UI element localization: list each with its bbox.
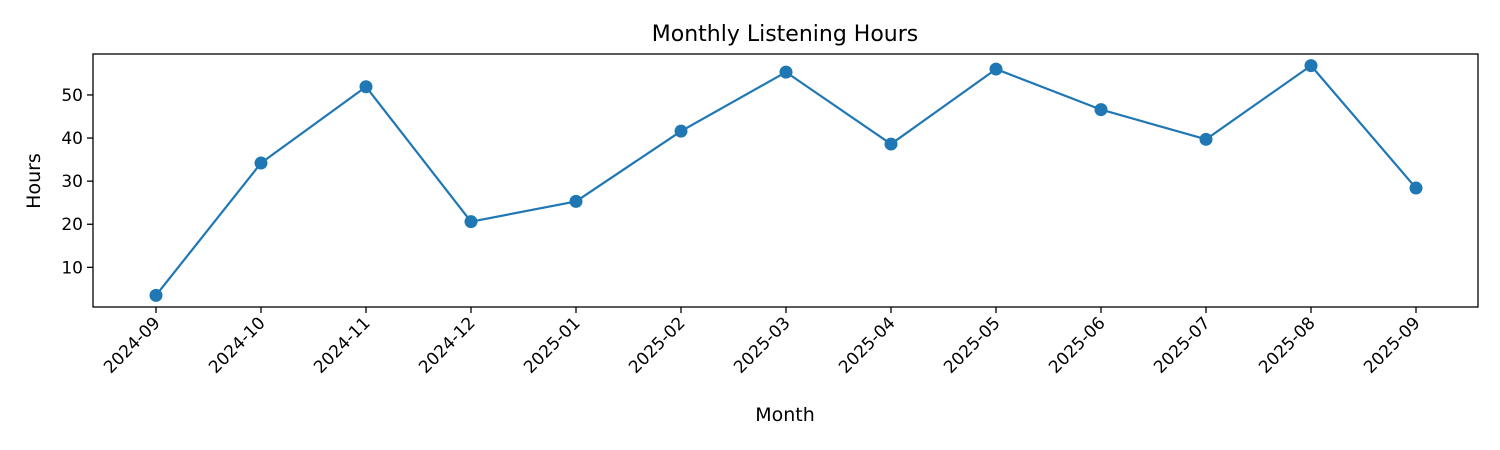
y-tick-label: 20 xyxy=(61,215,83,235)
x-axis-label: Month xyxy=(755,404,815,426)
x-tick-label: 2025-04 xyxy=(835,313,899,377)
series-layer xyxy=(149,59,1423,302)
data-point xyxy=(149,288,163,302)
data-point xyxy=(1094,103,1108,117)
data-point xyxy=(884,137,898,151)
y-tick-label: 40 xyxy=(61,129,83,149)
y-tick-label: 50 xyxy=(61,86,83,106)
data-point xyxy=(1304,59,1318,73)
x-tick-label: 2025-09 xyxy=(1360,313,1424,377)
series-line xyxy=(155,64,1417,297)
x-tick-label: 2025-06 xyxy=(1045,313,1109,377)
data-point xyxy=(1409,181,1423,195)
data-point xyxy=(254,156,268,170)
x-tick-label: 2025-02 xyxy=(625,313,689,377)
x-tick-label: 2024-11 xyxy=(310,313,374,377)
plot-area-frame xyxy=(92,53,1479,308)
y-axis-label: Hours xyxy=(23,153,45,209)
y-tick-label: 10 xyxy=(61,258,83,278)
data-point xyxy=(1199,132,1213,146)
x-axis: 2024-09 2024-10 2024-11 2024-12 2025-01 2025-… xyxy=(100,307,1425,378)
x-tick-label: 2024-09 xyxy=(100,313,164,377)
y-axis: 10 20 30 40 50 xyxy=(61,86,93,278)
x-tick-label: 2025-07 xyxy=(1150,313,1214,377)
data-point xyxy=(569,194,583,208)
x-tick-label: 2025-03 xyxy=(730,313,794,377)
y-tick-label: 30 xyxy=(61,172,83,192)
x-tick-label: 2024-10 xyxy=(205,313,269,377)
data-point xyxy=(674,124,688,138)
x-tick-label: 2024-12 xyxy=(415,313,479,377)
x-tick-label: 2025-01 xyxy=(520,313,584,377)
x-tick-label: 2025-08 xyxy=(1255,313,1319,377)
data-point xyxy=(779,65,793,79)
data-point xyxy=(359,80,373,94)
x-tick-label: 2025-05 xyxy=(940,313,1004,377)
data-point xyxy=(989,62,1003,76)
data-point xyxy=(464,215,478,229)
chart-title: Monthly Listening Hours xyxy=(652,22,918,47)
